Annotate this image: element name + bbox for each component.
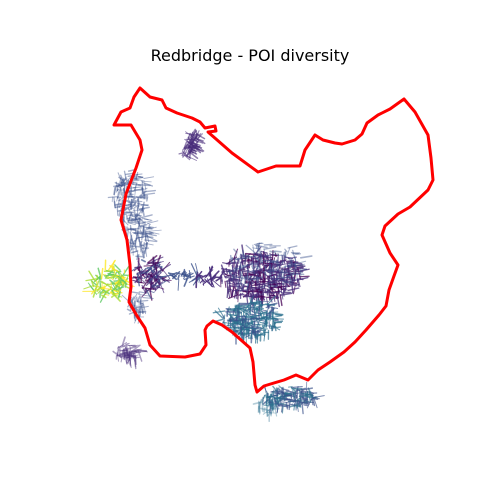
network-south-east-light [252, 386, 282, 422]
network-sw-patch [112, 336, 149, 370]
network-central-blue [227, 242, 313, 295]
network-central-teal [212, 295, 285, 346]
network-central-link [195, 265, 226, 289]
borough-boundary [112, 86, 435, 394]
network-west-mid [119, 206, 162, 261]
network-north-diagonal [178, 128, 206, 161]
network-west-purple [130, 254, 172, 301]
street-network-layer [82, 128, 325, 422]
map-title: Redbridge - POI diversity [150, 46, 350, 65]
network-central-purple [220, 244, 310, 309]
network-west-yellow [82, 259, 135, 303]
network-south-east [262, 381, 325, 415]
